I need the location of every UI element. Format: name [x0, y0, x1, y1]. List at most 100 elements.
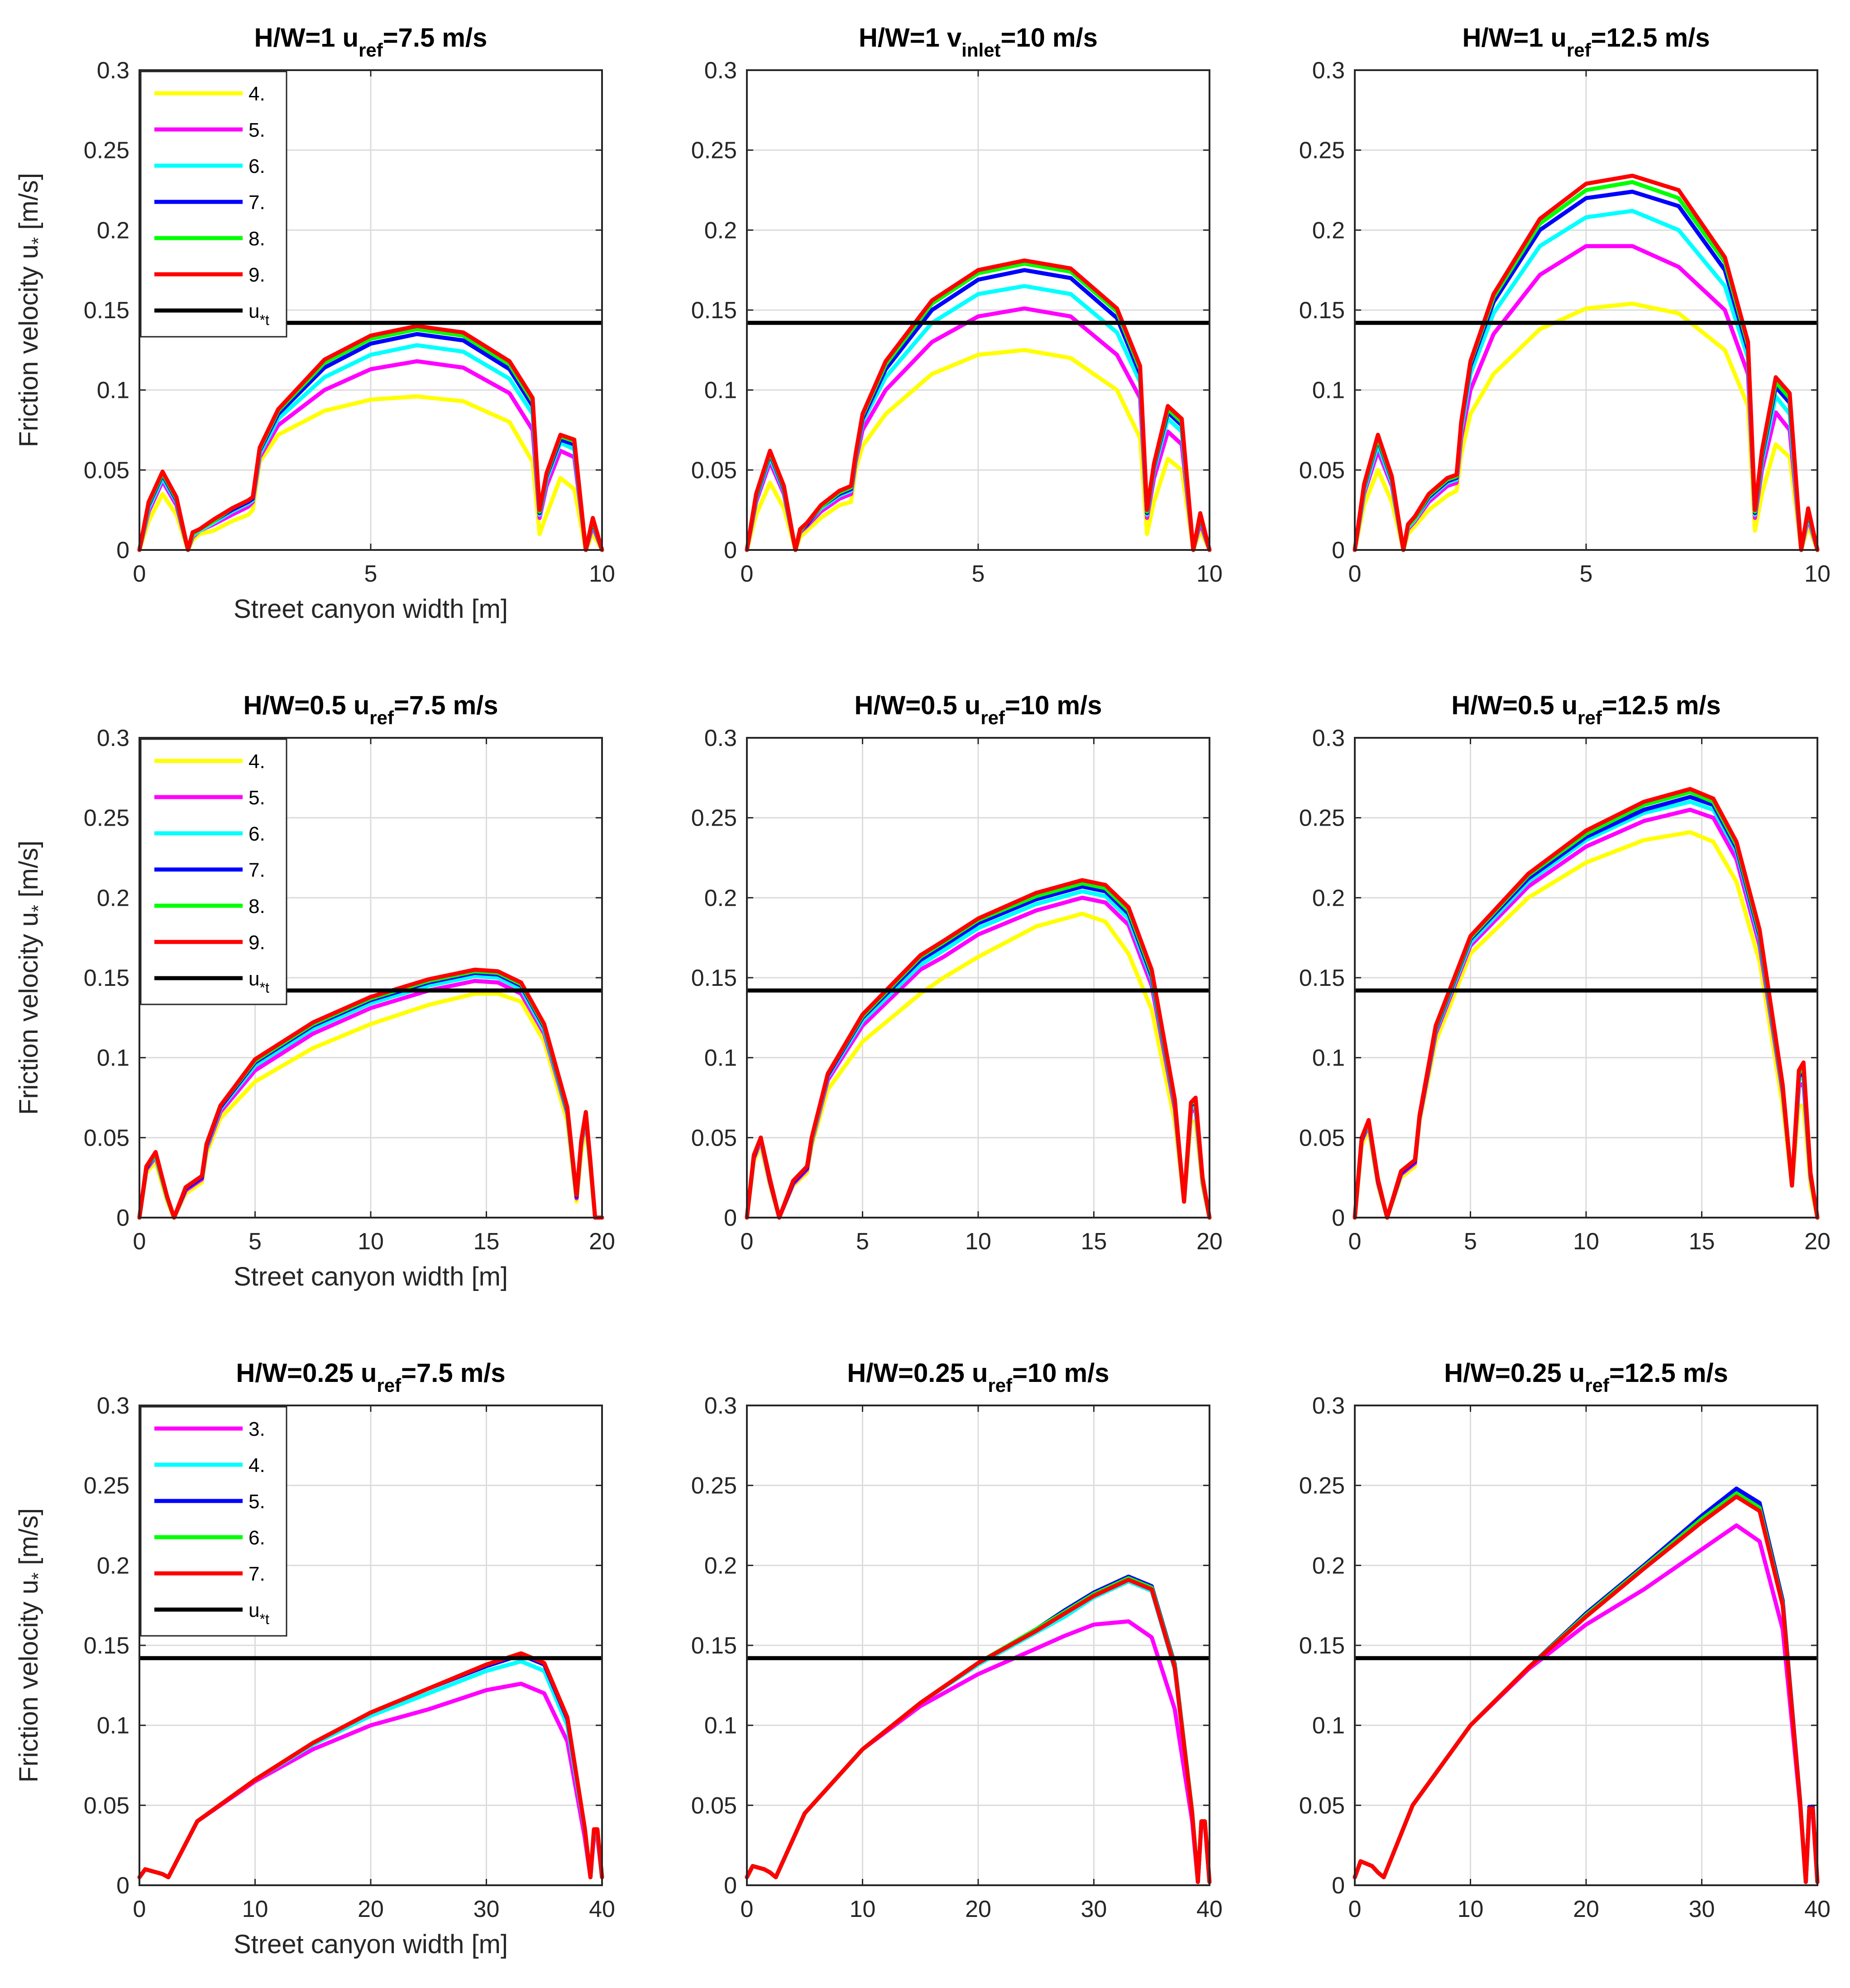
series-line-9: [745, 878, 1212, 1220]
legend-threshold-sub: *t: [259, 980, 269, 996]
legend-label-threshold: u*t: [249, 300, 269, 328]
y-label-subscript: *: [28, 905, 49, 912]
title-rest: =10 m/s: [1001, 23, 1098, 53]
series-line-9: [1353, 787, 1820, 1220]
y-tick-label: 0.1: [97, 1713, 129, 1739]
chart-panel-6: 0 5 10 15 20 0 0.05 0.1 0.15 0.2 0.25 0.3 H/W=0.5 ur…: [1299, 691, 1831, 1255]
legend-label: 7.: [249, 859, 265, 881]
y-tick-label: 0.2: [97, 217, 129, 244]
title-subscript: inlet: [961, 39, 1000, 61]
y-tick-label: 0.05: [84, 1792, 129, 1819]
y-tick-label: 0.2: [97, 1553, 129, 1579]
title-main: H/W=1 u: [1463, 23, 1567, 53]
chart-panel-9: 0 10 20 30 40 0 0.05 0.1 0.15 0.2 0.25 0.3 H/W=0.25 …: [1299, 1358, 1831, 1922]
x-tick-label: 20: [589, 1228, 615, 1255]
y-tick-label: 0: [116, 1873, 129, 1899]
x-tick-label: 0: [1348, 561, 1362, 587]
legend-label: 5.: [249, 1491, 265, 1513]
chart-panel-1: 0 5 10 0 0.05 0.1 0.15 0.2 0.25 0.3 H/W=1 uref=7.5…: [14, 23, 615, 624]
x-tick-label: 5: [1464, 1228, 1477, 1255]
x-tick-label: 10: [1573, 1228, 1599, 1255]
x-tick-label: 0: [133, 1896, 146, 1922]
title-main: H/W=0.5 u: [855, 691, 981, 720]
title-subscript: ref: [377, 1375, 402, 1396]
y-tick-label: 0: [116, 1205, 129, 1231]
x-tick-label: 15: [1689, 1228, 1715, 1255]
x-tick-label: 40: [589, 1896, 615, 1922]
x-tick-label: 20: [1196, 1228, 1223, 1255]
title-rest: =10 m/s: [1012, 1358, 1109, 1388]
x-tick-label: 5: [364, 561, 378, 587]
y-tick-label: 0.25: [691, 805, 737, 832]
y-tick-label: 0: [1332, 1205, 1345, 1231]
y-tick-label: 0.25: [1299, 138, 1345, 164]
x-tick-label: 10: [1804, 561, 1831, 587]
legend-label: 4.: [249, 750, 265, 773]
title-rest: =7.5 m/s: [383, 23, 488, 53]
y-tick-label: 0: [724, 1873, 737, 1899]
x-tick-label: 0: [133, 1228, 146, 1255]
x-tick-label: 0: [1348, 1896, 1362, 1922]
y-tick-label: 0.1: [97, 1045, 129, 1071]
y-tick-label: 0.25: [1299, 805, 1345, 832]
series-line-9: [137, 324, 604, 552]
y-tick-label: 0.1: [1312, 1045, 1345, 1071]
x-axis-label: Street canyon width [m]: [234, 1930, 508, 1959]
x-tick-label: 0: [741, 1228, 754, 1255]
series-line-7: [745, 1577, 1212, 1884]
legend-label: 8.: [249, 895, 265, 918]
x-tick-label: 0: [741, 561, 754, 587]
legend-threshold-sub: *t: [259, 312, 269, 328]
x-tick-label: 10: [850, 1896, 876, 1922]
y-tick-label: 0.1: [97, 378, 129, 404]
y-label-unit: [m/s]: [14, 173, 43, 237]
panel-title: H/W=0.25 uref=7.5 m/s: [236, 1358, 505, 1396]
y-tick-label: 0: [724, 1205, 737, 1231]
legend: 4. 5. 6. 7. 8. 9. u*t: [140, 71, 287, 338]
chart-panel-5: 0 5 10 15 20 0 0.05 0.1 0.15 0.2 0.25 0.3 H/W=0.5 ur…: [691, 691, 1223, 1255]
x-tick-label: 10: [1196, 561, 1223, 587]
x-tick-label: 0: [133, 561, 146, 587]
title-subscript: ref: [1578, 707, 1602, 728]
legend-threshold-sub: *t: [259, 1611, 269, 1627]
y-label-unit: [m/s]: [14, 841, 43, 905]
title-main: H/W=0.25 u: [236, 1358, 377, 1388]
x-tick-label: 10: [358, 1228, 384, 1255]
x-tick-label: 5: [1580, 561, 1593, 587]
y-tick-label: 0.25: [691, 1473, 737, 1499]
y-tick-label: 0: [1332, 1873, 1345, 1899]
chart-panel-4: 0 5 10 15 20 0 0.05 0.1 0.15 0.2 0.25 0.3 H/W=0.5 ur…: [14, 691, 615, 1291]
panel-title: H/W=1 uref=7.5 m/s: [254, 23, 488, 61]
legend-label: 5.: [249, 787, 265, 809]
title-main: H/W=0.25 u: [1444, 1358, 1585, 1388]
y-tick-label: 0.05: [1299, 457, 1345, 483]
panel-title: H/W=0.25 uref=10 m/s: [847, 1358, 1109, 1396]
y-tick-label: 0.1: [704, 1045, 737, 1071]
legend-label: 7.: [249, 1563, 265, 1585]
y-label-main: Friction velocity u: [14, 1580, 43, 1783]
y-tick-label: 0.1: [704, 378, 737, 404]
y-tick-label: 0.3: [1312, 725, 1345, 751]
y-tick-label: 0.3: [704, 1393, 737, 1419]
y-axis-label: Friction velocity u* [m/s]: [14, 1508, 49, 1783]
y-tick-label: 0.05: [84, 457, 129, 483]
y-tick-label: 0.2: [704, 1553, 737, 1579]
x-tick-label: 40: [1196, 1896, 1223, 1922]
x-tick-label: 30: [1689, 1896, 1715, 1922]
y-tick-label: 0.15: [691, 965, 737, 991]
y-label-main: Friction velocity u: [14, 912, 43, 1115]
x-tick-label: 20: [358, 1896, 384, 1922]
y-tick-label: 0.15: [1299, 297, 1345, 324]
y-tick-label: 0.15: [1299, 1633, 1345, 1659]
x-axis-label: Street canyon width [m]: [234, 594, 508, 624]
y-tick-label: 0.25: [691, 138, 737, 164]
title-subscript: ref: [988, 1375, 1013, 1396]
y-tick-label: 0.25: [84, 1473, 129, 1499]
y-tick-label: 0.2: [1312, 217, 1345, 244]
y-tick-label: 0.3: [97, 57, 129, 84]
chart-panel-2: 0 5 10 0 0.05 0.1 0.15 0.2 0.25 0.3 H/W=1 vinlet=1…: [691, 23, 1223, 587]
legend-threshold-main: u: [249, 300, 259, 322]
series-line-9: [745, 258, 1212, 552]
title-rest: =10 m/s: [1005, 691, 1102, 720]
